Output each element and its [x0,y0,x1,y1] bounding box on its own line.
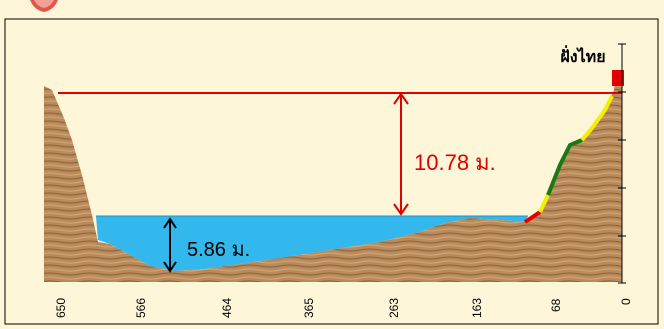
bank-segment-green [546,138,583,196]
bank-segment-yellow-upper [580,95,614,142]
left-bank [44,86,544,282]
bank-marker [612,70,624,86]
tick-650: 650 [54,298,68,318]
bank-segment-yellow-lower [538,194,550,213]
tick-464: 464 [220,298,234,318]
height-measure-label: 10.78 ม. [414,150,496,175]
tick-365: 365 [302,298,316,318]
bank-segment-red [523,210,542,224]
x-axis-ticks: 650 566 464 365 263 163 68 0 [54,298,633,318]
tick-0: 0 [619,298,633,305]
tick-263: 263 [387,298,401,318]
water-area [96,216,528,271]
tick-68: 68 [549,298,563,312]
tick-163: 163 [470,298,484,318]
bank-label: ฝั่งไทย [560,45,605,66]
right-bank [525,75,622,282]
tick-566: 566 [134,298,148,318]
depth-measure-label: 5.86 ม. [187,239,250,261]
